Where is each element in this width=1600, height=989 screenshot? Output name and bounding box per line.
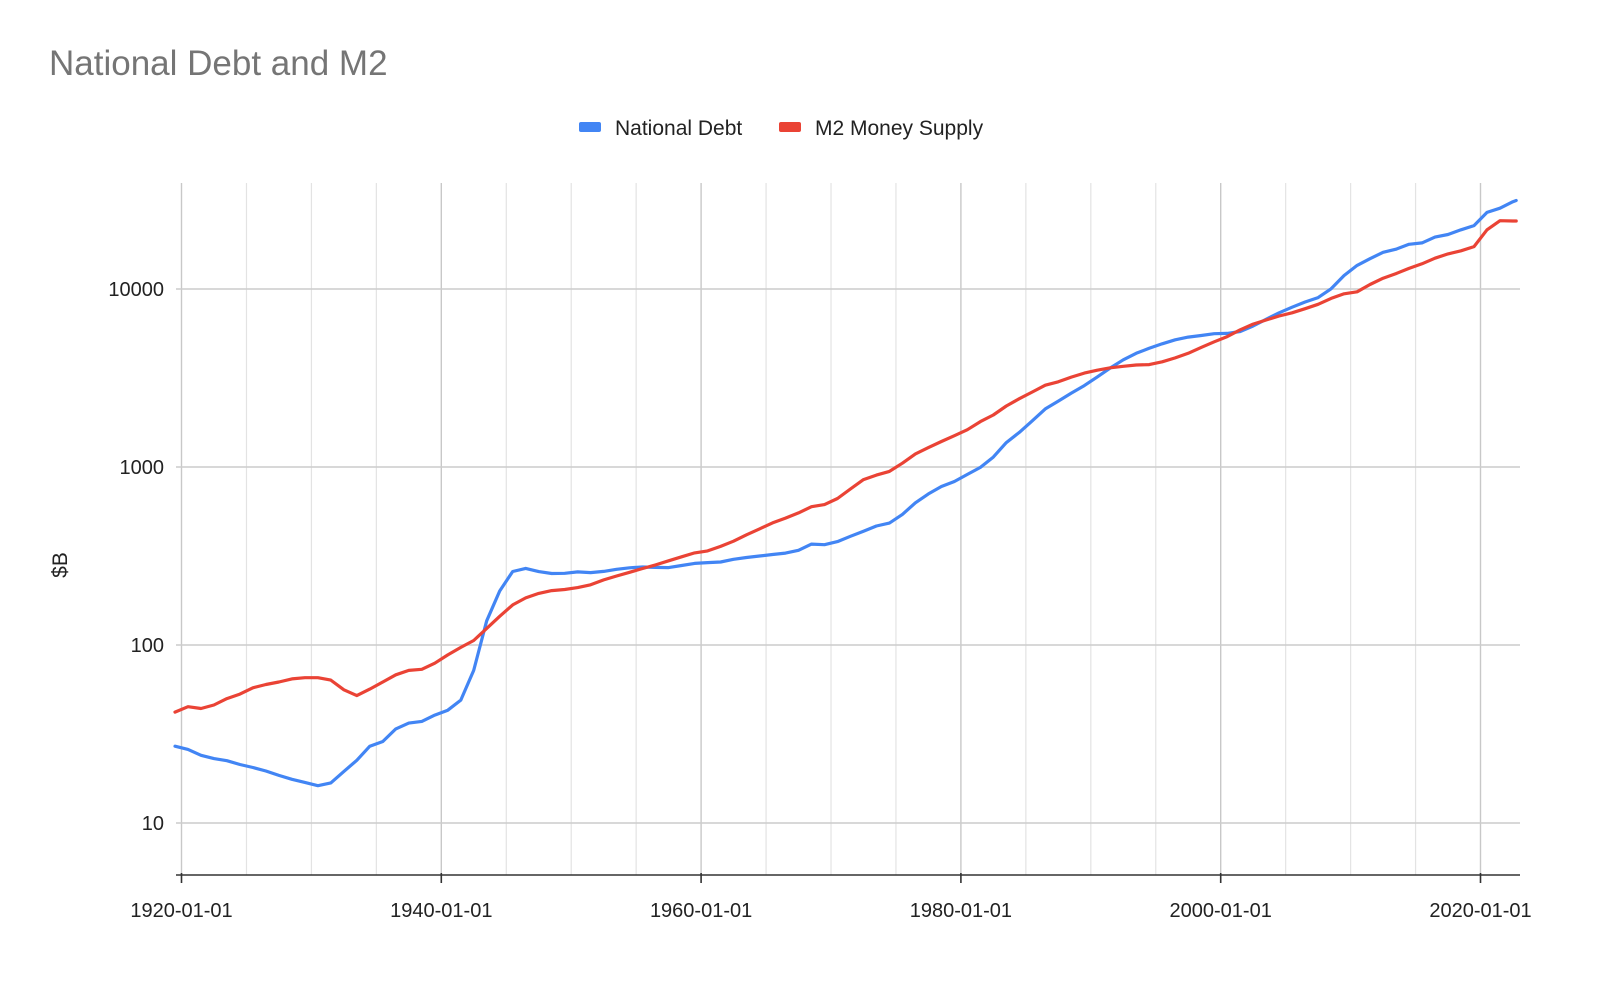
x-tick-label: 1980-01-01 [910, 900, 1012, 922]
series-layer [173, 198, 1518, 788]
x-tick-label: 1920-01-01 [130, 900, 232, 922]
x-axis-ticks: 1920-01-01 1940-01-01 1960-01-01 1980-01-01… [130, 873, 1532, 922]
legend-label: National Debt [615, 117, 742, 140]
x-tick-label: 2020-01-01 [1429, 900, 1531, 922]
y-axis-ticks: 10 100 1000 10000 [108, 279, 164, 835]
legend-swatch [779, 122, 801, 132]
y-tick-label: 10 [142, 813, 164, 835]
x-tick-label: 2000-01-01 [1170, 900, 1272, 922]
y-tick-label: 10000 [108, 279, 164, 301]
x-tick-label: 1940-01-01 [390, 900, 492, 922]
grid-minor [245, 183, 1417, 875]
y-axis-label: $B [49, 552, 72, 578]
legend-item-m2-money-supply[interactable]: M2 Money Supply [779, 117, 984, 140]
grid-major [176, 183, 1520, 875]
legend-label: M2 Money Supply [815, 117, 984, 140]
y-tick-label: 100 [131, 635, 164, 657]
legend-swatch [579, 122, 601, 132]
series-line-national-debt [173, 198, 1518, 788]
legend[interactable]: National Debt M2 Money Supply [579, 117, 984, 140]
y-tick-label: 1000 [120, 457, 165, 479]
chart-title: National Debt and M2 [49, 44, 388, 83]
series-line-m2-money-supply [173, 219, 1518, 714]
x-tick-label: 1960-01-01 [650, 900, 752, 922]
legend-item-national-debt[interactable]: National Debt [579, 117, 742, 140]
